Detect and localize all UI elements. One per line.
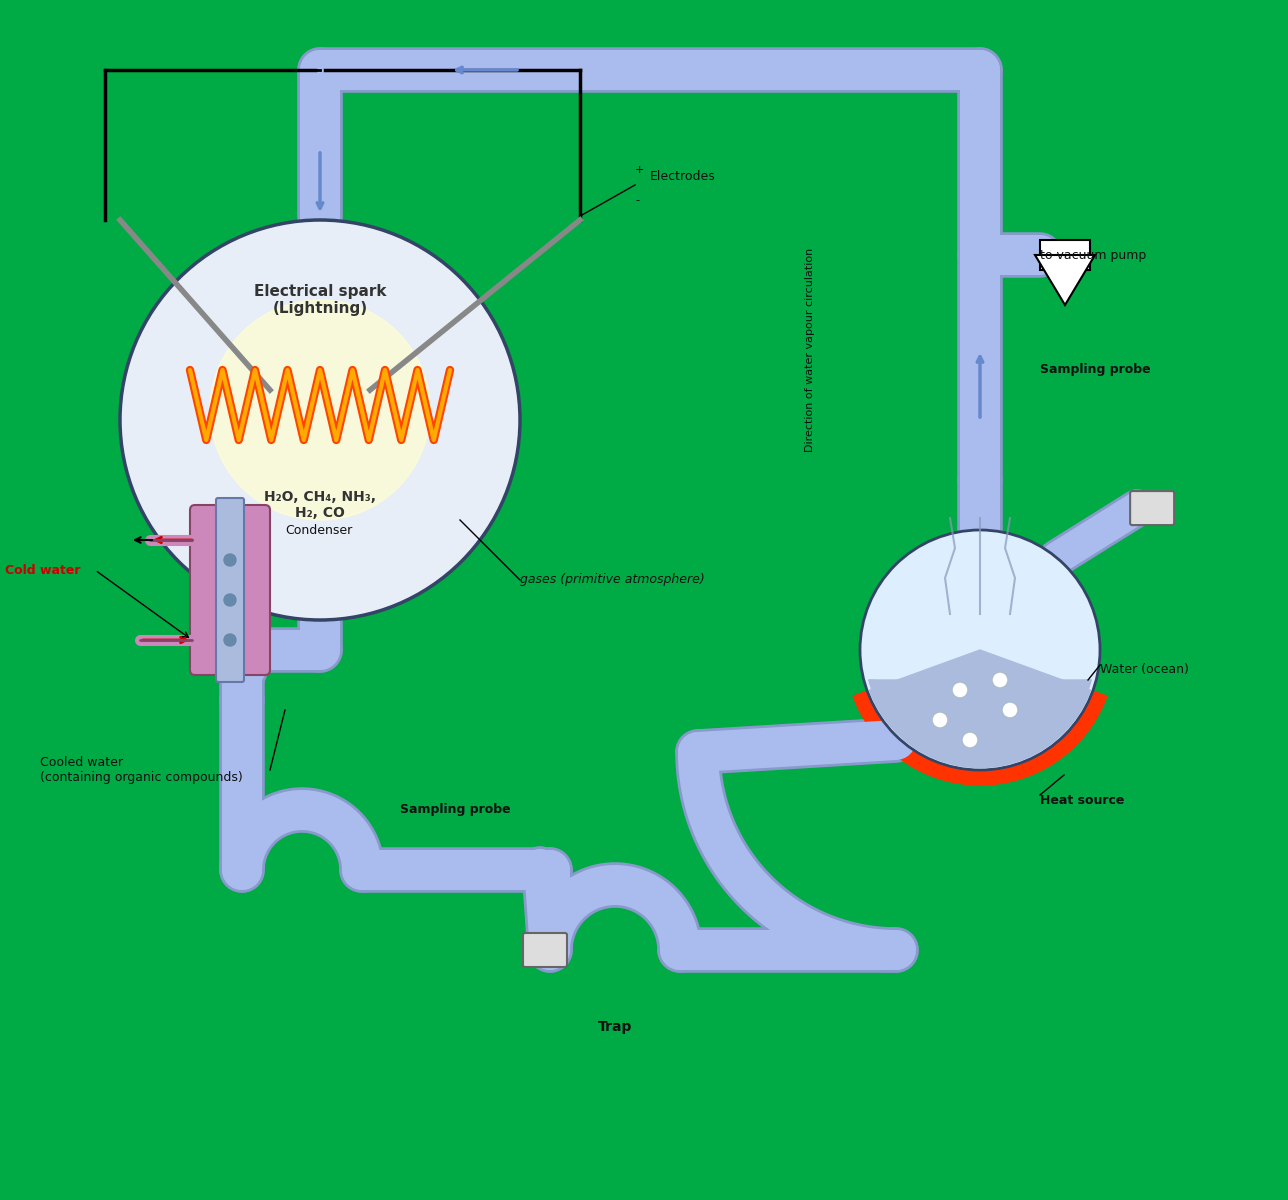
Text: Cooled water
(containing organic compounds): Cooled water (containing organic compoun… [40,756,242,784]
FancyBboxPatch shape [216,498,243,682]
Text: gases (primitive atmosphere): gases (primitive atmosphere) [520,574,705,587]
Circle shape [860,530,1100,770]
Circle shape [992,672,1009,688]
Circle shape [224,594,236,606]
Circle shape [962,732,978,748]
FancyBboxPatch shape [191,505,270,674]
Polygon shape [1036,254,1095,305]
Circle shape [224,554,236,566]
Text: Trap: Trap [598,1020,632,1034]
Text: to vacuum pump: to vacuum pump [1039,248,1146,262]
Text: Sampling probe: Sampling probe [401,804,510,816]
Circle shape [120,220,520,620]
Circle shape [210,300,430,520]
Text: Sampling probe: Sampling probe [1039,364,1150,377]
Text: Electrical spark
(Lightning): Electrical spark (Lightning) [254,283,386,316]
Polygon shape [853,689,1106,785]
Text: Electrodes: Electrodes [650,170,716,182]
Text: Water (ocean): Water (ocean) [1100,664,1189,677]
Circle shape [224,634,236,646]
Text: -: - [635,194,639,205]
Circle shape [933,712,948,728]
Wedge shape [869,650,1091,768]
Text: Cold water: Cold water [5,564,80,576]
Text: Heat source: Heat source [1039,793,1124,806]
Text: H₂O, CH₄, NH₃,
H₂, CO: H₂O, CH₄, NH₃, H₂, CO [264,490,376,520]
FancyBboxPatch shape [523,934,567,967]
Circle shape [1002,702,1018,718]
Circle shape [952,682,969,698]
Text: Direction of water vapour circulation: Direction of water vapour circulation [805,248,815,452]
Polygon shape [868,680,1091,766]
Polygon shape [1039,240,1090,270]
FancyBboxPatch shape [1130,491,1175,526]
Text: Condenser: Condenser [285,523,352,536]
Text: +: + [635,164,644,175]
